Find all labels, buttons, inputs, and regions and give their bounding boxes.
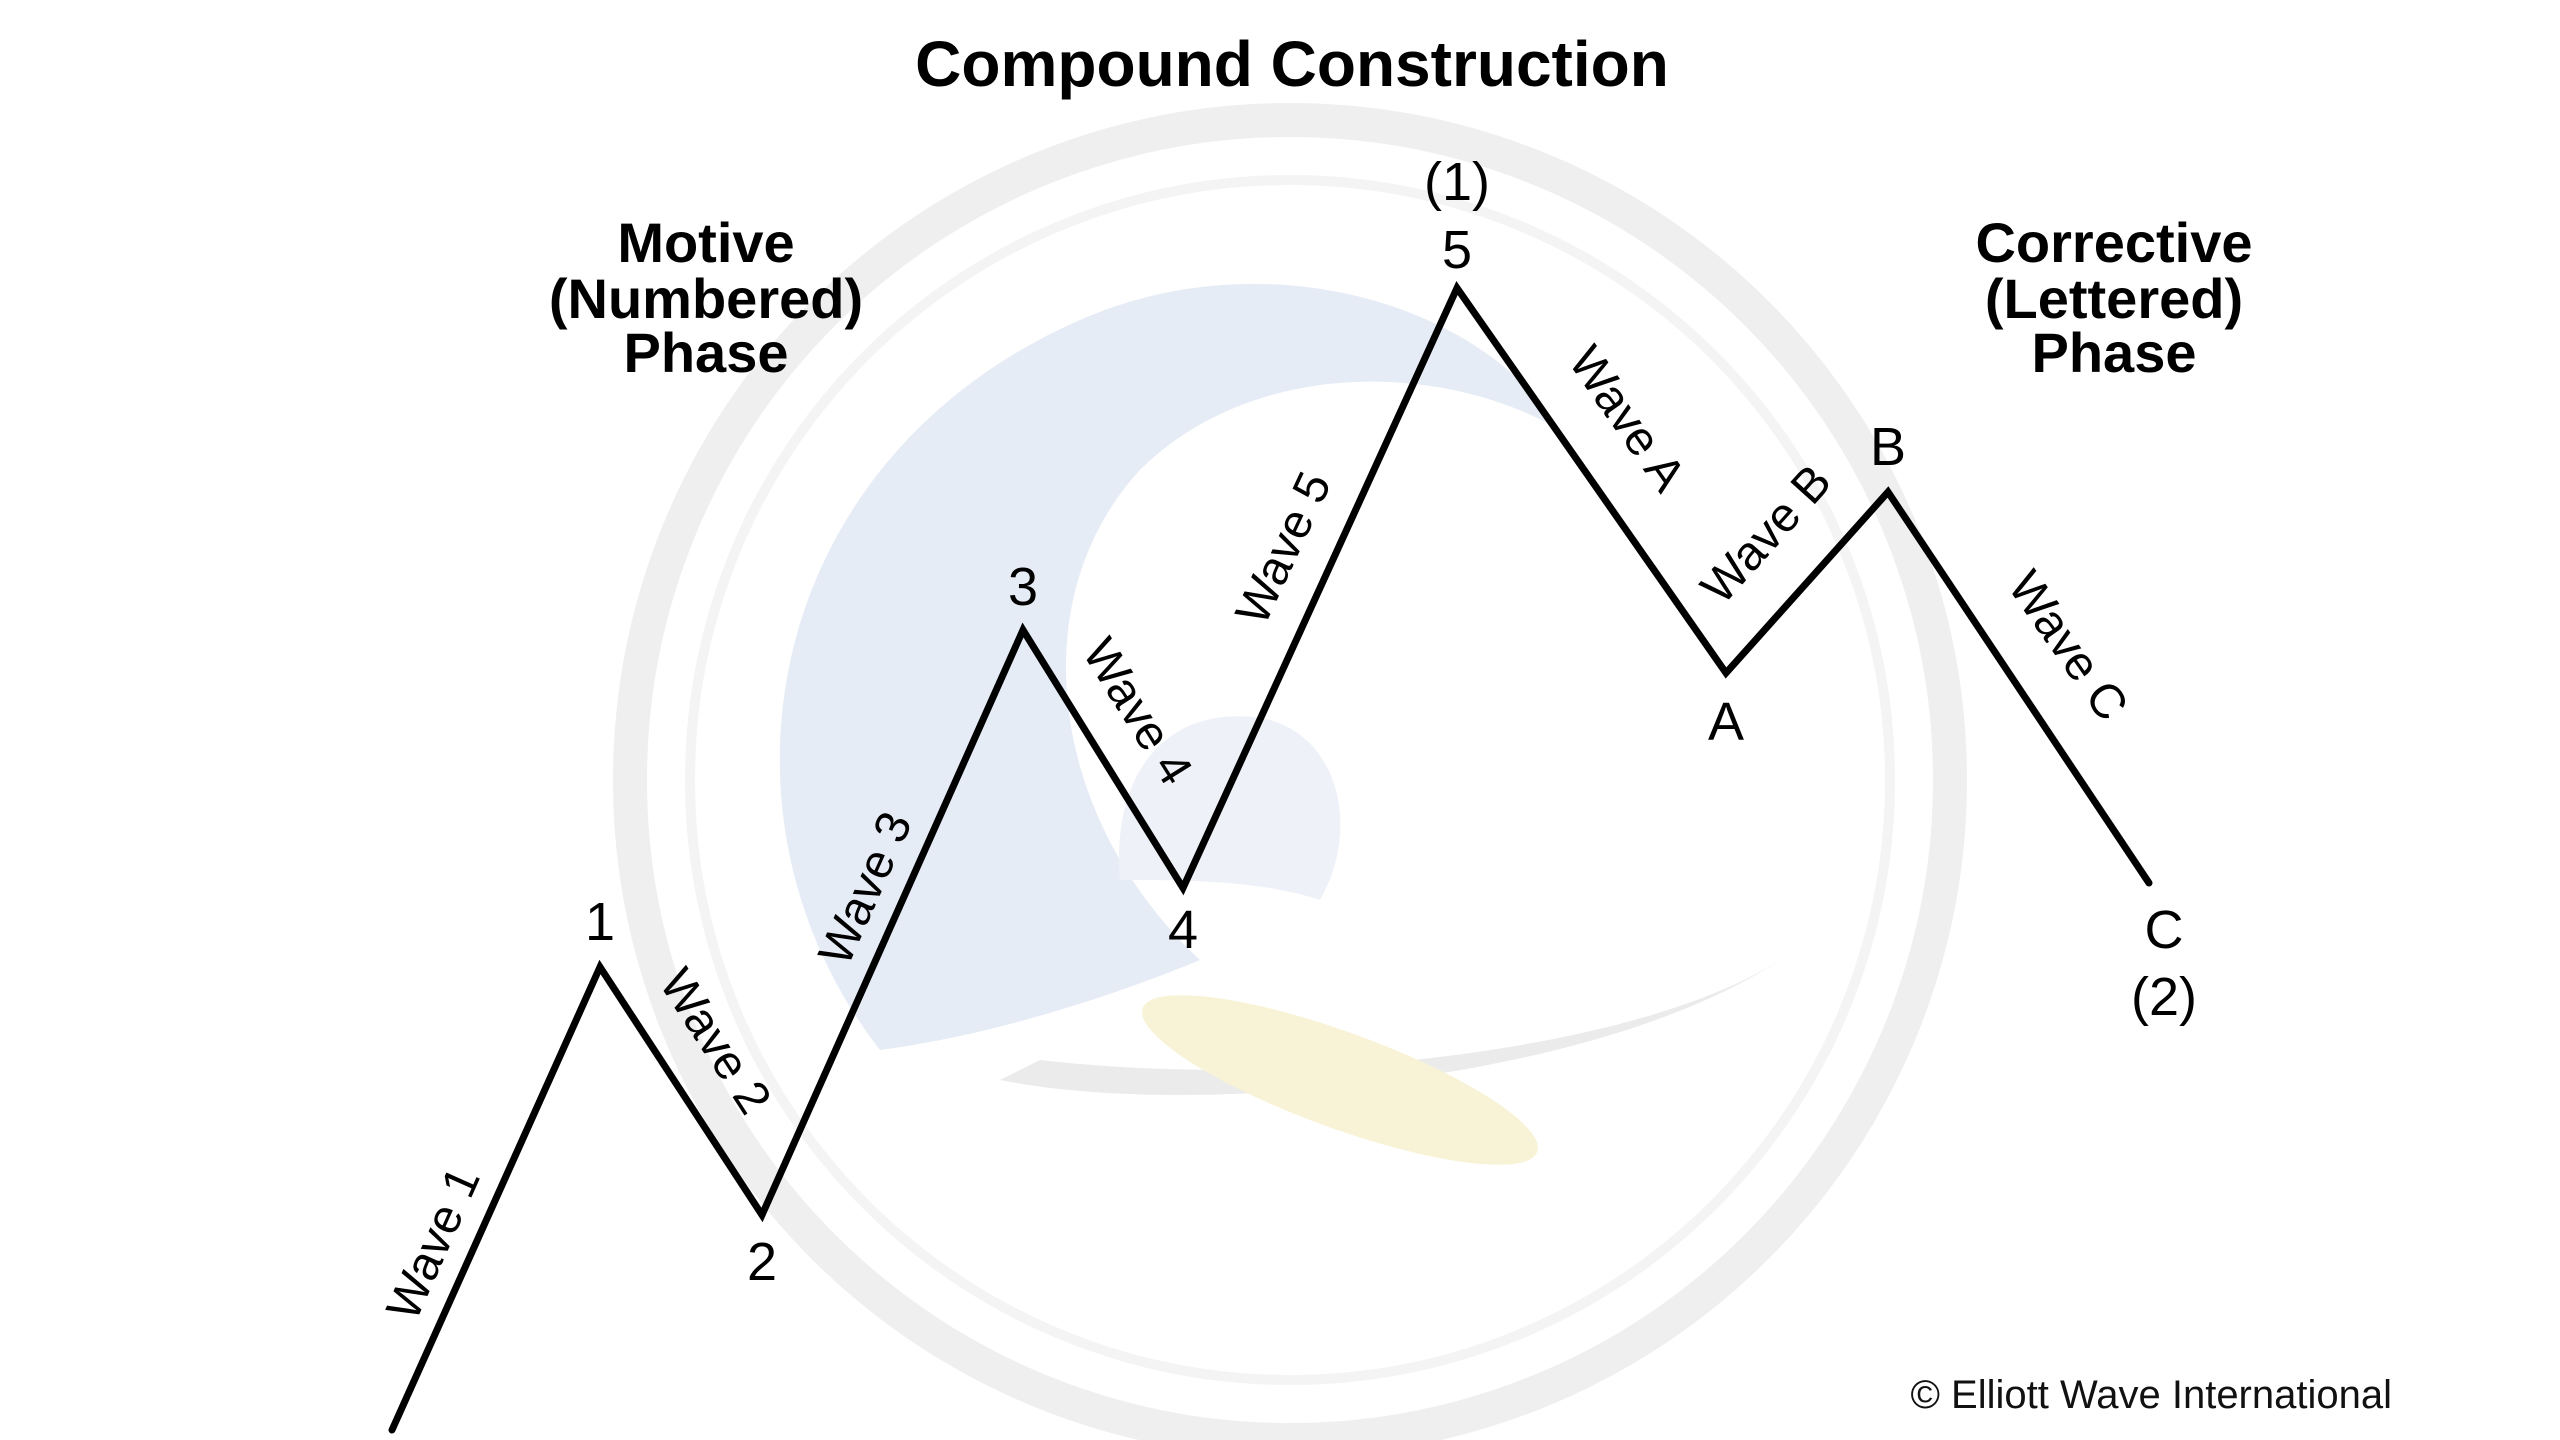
point-label-1-degree: (1) (1424, 152, 1490, 212)
wave-label-c: Wave C (1998, 562, 2138, 731)
point-label-b: B (1870, 417, 1906, 477)
corrective-phase-line2: (Lettered) (1985, 267, 2243, 330)
point-label-4: 4 (1168, 900, 1198, 960)
motive-phase-line3: Phase (624, 321, 789, 384)
point-label-2-degree: (2) (2131, 967, 2197, 1027)
diagram-title: Compound Construction (915, 28, 1669, 100)
point-label-1: 1 (585, 892, 615, 952)
point-label-2: 2 (747, 1232, 777, 1292)
point-label-c: C (2145, 900, 2184, 960)
corrective-phase-line3: Phase (2032, 321, 2197, 384)
point-label-a: A (1708, 692, 1744, 752)
elliott-wave-path (388, 280, 2153, 1434)
elliott-wave-watermark-logo (613, 103, 1967, 1440)
point-label-3: 3 (1008, 557, 1038, 617)
corrective-phase-line1: Corrective (1975, 211, 2252, 274)
corrective-phase-label: Corrective (Lettered) Phase (1975, 211, 2252, 384)
point-label-5: 5 (1442, 220, 1472, 280)
wave-label-5: Wave 5 (1226, 464, 1342, 632)
copyright-notice: © Elliott Wave International (1910, 1373, 2392, 1417)
motive-phase-line2: (Numbered) (549, 267, 863, 330)
motive-phase-line1: Motive (617, 211, 794, 274)
wave-label-a: Wave A (1558, 337, 1695, 501)
wave-label-4: Wave 4 (1072, 629, 1202, 794)
wave-label-b: Wave B (1691, 455, 1842, 614)
motive-phase-label: Motive (Numbered) Phase (549, 211, 863, 384)
